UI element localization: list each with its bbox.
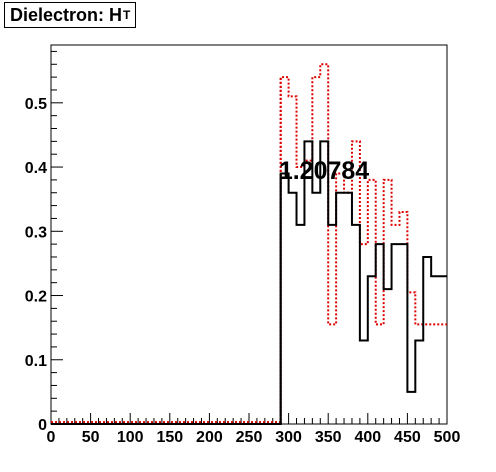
y-tick-label: 0.1 [25, 353, 47, 370]
axes: 0 50 100 150 200 250 300 350 400 450 500 0 0.1 0.2 0.3… [25, 50, 461, 446]
x-tick-label: 450 [394, 429, 421, 446]
y-tick-label: 0 [38, 417, 47, 434]
black-solid-series [51, 140, 447, 425]
x-tick-label: 0 [47, 429, 56, 446]
x-tick-label: 150 [156, 429, 183, 446]
annotation-value: 1.20784 [279, 157, 369, 185]
y-tick-label: 0.2 [25, 289, 47, 306]
x-tick-label: 250 [236, 429, 263, 446]
series-step-line [51, 63, 447, 424]
y-tick-label: 0.3 [25, 224, 47, 241]
x-tick-label: 100 [117, 429, 144, 446]
x-tick-label: 300 [275, 429, 302, 446]
plot-frame [50, 44, 448, 425]
series-layer [51, 63, 447, 425]
x-tick-label: 200 [196, 429, 223, 446]
x-tick-label: 400 [354, 429, 381, 446]
y-tick-label: 0.4 [25, 160, 47, 177]
x-tick-label: 500 [434, 429, 461, 446]
chart-title-main: Dielectron: H [10, 4, 123, 25]
y-tick-label: 0.5 [25, 96, 47, 113]
x-tick-label: 350 [315, 429, 342, 446]
chart-title-subscript: T [123, 8, 131, 22]
series-step-line [51, 140, 447, 425]
x-tick-label: 50 [82, 429, 100, 446]
